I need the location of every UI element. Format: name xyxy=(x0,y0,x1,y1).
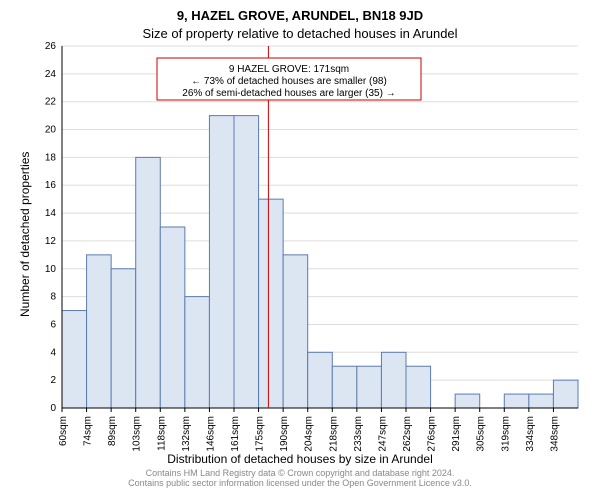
y-tick-label: 2 xyxy=(50,375,56,386)
bar xyxy=(357,366,382,408)
x-tick-label: 190sqm xyxy=(279,416,290,452)
x-tick-label: 334sqm xyxy=(525,416,536,452)
bar xyxy=(234,116,259,408)
x-tick-label: 146sqm xyxy=(205,416,216,452)
title-address: 9, HAZEL GROVE, ARUNDEL, BN18 9JD xyxy=(0,8,600,23)
annotation-line: 26% of semi-detached houses are larger (… xyxy=(182,88,395,99)
y-tick-label: 4 xyxy=(50,347,56,358)
x-tick-label: 247sqm xyxy=(377,416,388,452)
x-tick-label: 175sqm xyxy=(255,416,266,452)
bar xyxy=(62,311,87,408)
bar xyxy=(553,380,578,408)
annotation-line: ← 73% of detached houses are smaller (98… xyxy=(191,76,387,87)
bars xyxy=(62,116,578,408)
y-tick-label: 16 xyxy=(45,180,57,191)
x-tick-label: 161sqm xyxy=(230,416,241,452)
bar xyxy=(504,394,529,408)
y-axis-label: Number of detached properties xyxy=(18,152,32,317)
annotation-line: 9 HAZEL GROVE: 171sqm xyxy=(229,64,349,75)
bar xyxy=(455,394,480,408)
y-tick-label: 22 xyxy=(45,97,57,108)
x-tick-label: 348sqm xyxy=(549,416,560,452)
bar xyxy=(160,227,185,408)
chart-svg: 0246810121416182022242660sqm74sqm89sqm10… xyxy=(62,46,578,408)
y-tick-label: 26 xyxy=(45,41,57,52)
bar xyxy=(87,255,112,408)
bar xyxy=(259,199,284,408)
bar xyxy=(308,352,333,408)
x-tick-label: 276sqm xyxy=(427,416,438,452)
x-axis-label: Distribution of detached houses by size … xyxy=(0,452,600,466)
x-tick-label: 204sqm xyxy=(304,416,315,452)
bar xyxy=(185,297,210,408)
y-tick-label: 10 xyxy=(45,264,57,275)
footer-line2: Contains public sector information licen… xyxy=(128,478,472,488)
x-tick-label: 291sqm xyxy=(451,416,462,452)
x-tick-label: 103sqm xyxy=(132,416,143,452)
bar xyxy=(111,269,136,408)
bar xyxy=(209,116,234,408)
bar xyxy=(136,157,161,408)
footer-line1: Contains HM Land Registry data © Crown c… xyxy=(146,468,455,478)
x-tick-label: 60sqm xyxy=(58,416,69,446)
bar xyxy=(529,394,554,408)
x-tick-label: 319sqm xyxy=(500,416,511,452)
x-tick-label: 233sqm xyxy=(353,416,364,452)
title-subtitle: Size of property relative to detached ho… xyxy=(0,26,600,41)
x-tick-label: 89sqm xyxy=(107,416,118,446)
x-tick-label: 218sqm xyxy=(328,416,339,452)
y-tick-label: 12 xyxy=(45,236,57,247)
y-tick-label: 20 xyxy=(45,125,57,136)
x-tick-label: 262sqm xyxy=(402,416,413,452)
bar xyxy=(406,366,431,408)
bar xyxy=(332,366,357,408)
x-tick-label: 132sqm xyxy=(181,416,192,452)
y-tick-label: 14 xyxy=(45,208,57,219)
y-tick-label: 24 xyxy=(45,69,57,80)
footer-attribution: Contains HM Land Registry data © Crown c… xyxy=(0,468,600,488)
x-tick-label: 118sqm xyxy=(156,416,167,451)
y-tick-label: 6 xyxy=(50,319,56,330)
bar xyxy=(283,255,308,408)
y-tick-label: 0 xyxy=(50,403,56,414)
x-tick-label: 305sqm xyxy=(476,416,487,452)
bar xyxy=(381,352,406,408)
y-tick-label: 18 xyxy=(45,152,57,163)
x-tick-label: 74sqm xyxy=(83,416,94,446)
y-tick-label: 8 xyxy=(50,292,56,303)
